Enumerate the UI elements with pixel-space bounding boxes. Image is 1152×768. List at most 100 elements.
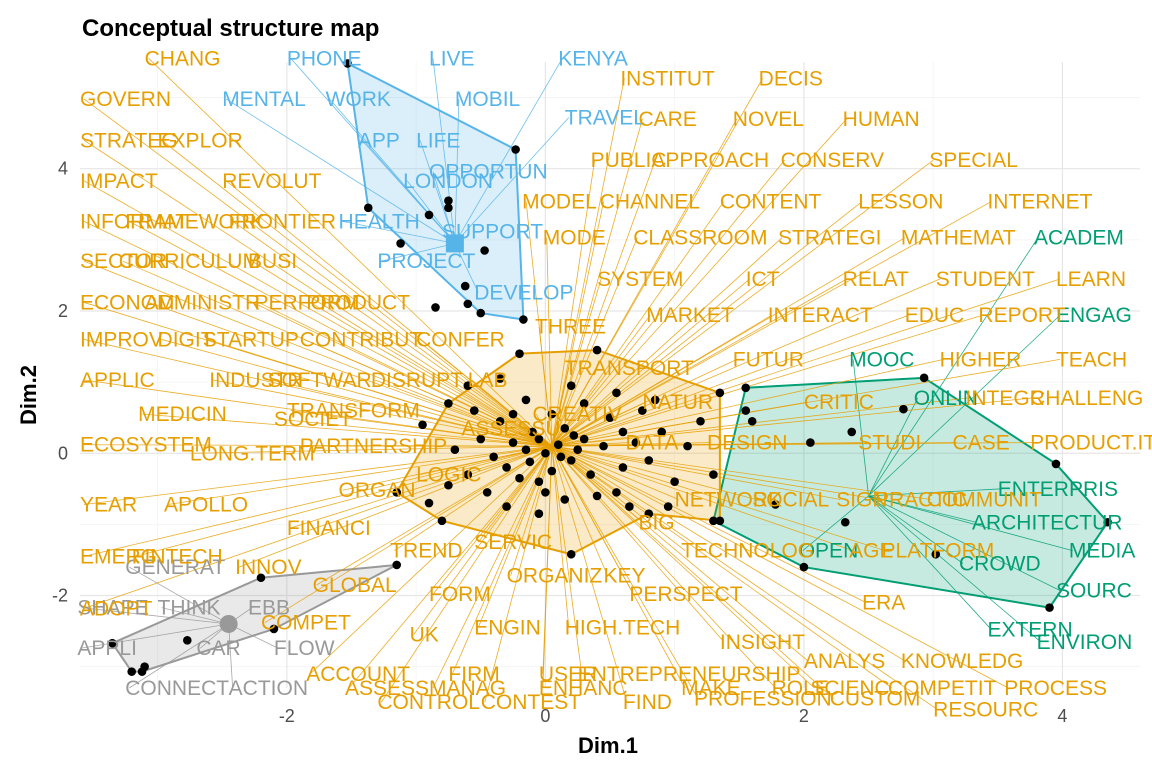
cluster-centroid-gray [219, 614, 238, 633]
data-point-orange [444, 399, 453, 408]
data-point-orange [515, 473, 524, 483]
term-label-gray: ACTION [229, 677, 308, 700]
data-point-orange [495, 374, 505, 383]
term-label-orange: CONTROL [377, 691, 480, 714]
data-points [108, 59, 1112, 676]
leader-line-green [868, 495, 1074, 552]
x-tick-label: 0 [540, 706, 550, 726]
leader-line-orange [316, 445, 553, 586]
term-label-orange: ICT [746, 268, 780, 291]
term-label-blue: TRAVEL [565, 106, 645, 129]
term-label-orange: EDUC [905, 304, 965, 327]
term-label-orange: DISRUPT [371, 369, 463, 392]
data-point-green [1051, 459, 1061, 469]
term-label-orange: MEDICIN [138, 403, 227, 426]
leader-line-blue [432, 58, 456, 244]
leader-line-orange [551, 278, 750, 447]
term-label-orange: BIG [638, 511, 674, 534]
leader-line-orange [538, 326, 553, 447]
term-label-orange: APOLLO [164, 493, 248, 516]
data-point-green [899, 404, 908, 414]
leader-line-orange [536, 413, 553, 447]
term-label-orange: STRATEGI [778, 227, 881, 250]
leader-line-gray [161, 607, 229, 625]
term-label-orange: PLATFORM [881, 540, 994, 563]
leader-line-orange [161, 339, 552, 447]
data-point-orange [683, 441, 692, 451]
term-label-green: ENVIRON [1037, 631, 1133, 654]
term-label-gray: EBB [248, 597, 290, 620]
leader-line-blue [419, 140, 456, 244]
leader-line-orange [551, 445, 886, 552]
term-label-orange: INDUSTR [209, 369, 302, 392]
label-leader-lines [81, 58, 1074, 710]
term-label-orange: DIGIT [158, 328, 214, 351]
term-label-orange: CREATIV [532, 403, 621, 426]
leader-line-orange [290, 445, 552, 529]
data-point-green [741, 383, 751, 393]
term-label-orange: COMPETIT [888, 677, 997, 700]
data-point-orange [508, 409, 518, 419]
data-point-blue [343, 59, 352, 68]
term-label-gray: SHAPE [77, 597, 148, 620]
data-point-orange [437, 516, 447, 526]
data-point-green [799, 562, 809, 572]
data-point-orange [556, 452, 566, 462]
term-label-orange: ECOSYSTEM [80, 434, 212, 457]
term-label-orange: MANAG [429, 677, 506, 700]
leader-line-orange [551, 78, 764, 447]
leader-line-orange [551, 160, 596, 447]
leader-line-gray [81, 607, 229, 625]
term-label-orange: DESIGN [707, 432, 788, 455]
leader-line-orange [551, 446, 583, 674]
leader-line-blue [432, 171, 456, 244]
leader-line-orange [551, 358, 944, 447]
data-point-orange [482, 488, 492, 497]
data-point-orange [650, 395, 660, 405]
data-point-orange [469, 406, 479, 415]
leader-line-orange [83, 445, 552, 557]
term-label-orange: REVOLUT [222, 170, 321, 193]
term-label-orange: INNOV [235, 556, 302, 579]
data-point-orange [566, 456, 576, 465]
data-point-orange [612, 388, 621, 398]
chart-title: Conceptual structure map [82, 15, 379, 42]
term-label-orange: MATHEMAT [901, 227, 1016, 250]
leader-line-orange [83, 445, 552, 609]
leader-line-orange [193, 445, 552, 454]
leader-line-orange [148, 302, 552, 447]
leader-line-orange [452, 445, 553, 674]
term-label-orange: CONTENT [720, 190, 822, 213]
term-label-green: MEDIA [1069, 540, 1136, 563]
leader-line-orange [551, 445, 679, 500]
term-label-orange: LAB [468, 369, 508, 392]
leader-line-orange [551, 397, 970, 447]
term-label-orange: TREND [390, 540, 462, 563]
term-label-green: MOOC [849, 348, 914, 371]
leader-line-orange [551, 314, 983, 447]
leader-line-green [852, 359, 869, 496]
leader-line-gray [228, 623, 279, 649]
leader-line-green [868, 495, 964, 564]
data-point-orange [463, 470, 473, 479]
term-label-blue: WORK [326, 88, 391, 111]
term-label-orange: CHANNEL [600, 190, 700, 213]
leader-line-orange [135, 445, 552, 557]
term-label-orange: SOCIAL [752, 488, 829, 511]
leader-line-orange [551, 445, 1009, 689]
term-label-orange: HUMAN [843, 108, 920, 131]
term-label-blue: HEALTH [339, 210, 420, 233]
term-label-orange: LOGIC [416, 464, 481, 487]
term-label-orange: EMERG [80, 545, 157, 568]
term-label-orange: INSTITUT [620, 67, 715, 90]
term-label-green: ARCHITECTUR [972, 511, 1122, 534]
leader-line-blue [454, 98, 460, 244]
data-point-orange [625, 502, 634, 511]
term-label-green: EXTERN [987, 619, 1072, 642]
leader-line-green [868, 495, 992, 630]
term-label-orange: SOFTWAR [267, 369, 371, 392]
data-point-blue [424, 210, 434, 220]
leader-line-orange [477, 445, 553, 543]
term-label-orange: FIRM [448, 663, 499, 686]
term-label-orange: INSIGHT [720, 631, 805, 654]
